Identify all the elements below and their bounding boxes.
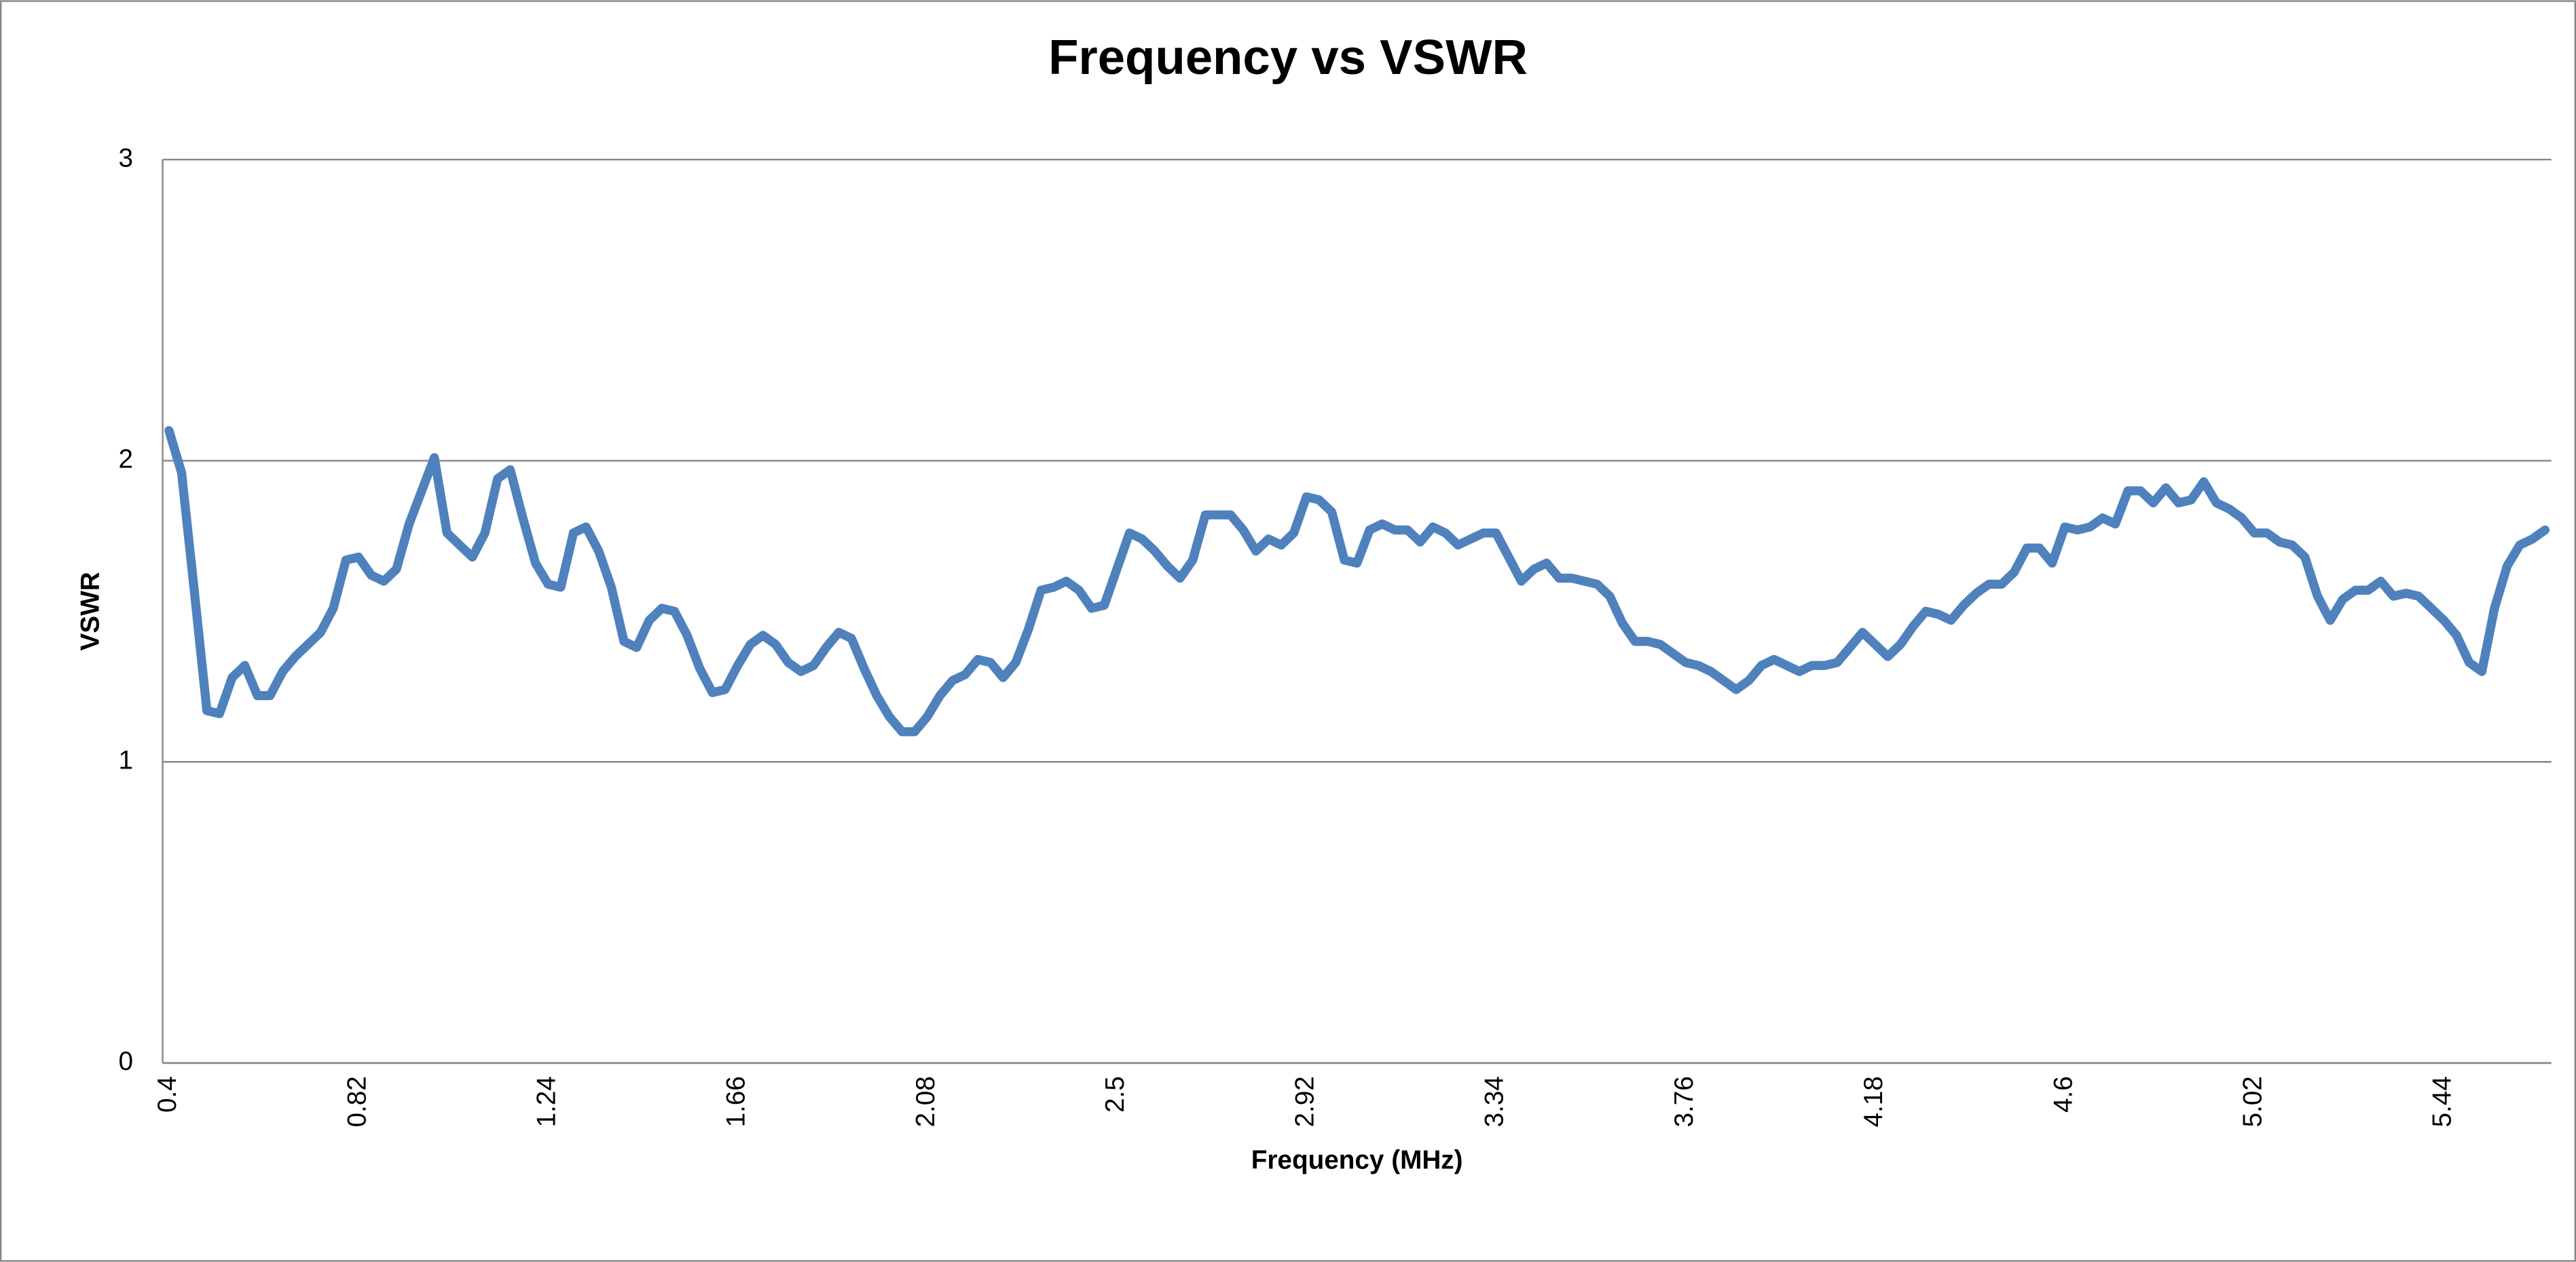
y-tick-label: 2 [118, 445, 133, 474]
x-tick-label: 1.24 [532, 1076, 562, 1127]
x-tick-label: 5.44 [2428, 1076, 2457, 1127]
x-axis-title: Frequency (MHz) [1251, 1145, 1463, 1174]
data-line [164, 426, 2550, 737]
x-tick-label: 2.92 [1290, 1076, 1319, 1127]
x-tick-label: 0.82 [342, 1076, 371, 1127]
y-tick-label: 3 [118, 143, 133, 172]
x-tick-label: 3.76 [1670, 1076, 1699, 1127]
x-tick-label: 3.34 [1480, 1076, 1509, 1127]
y-tick-label: 0 [118, 1047, 133, 1076]
x-tick-label: 1.66 [722, 1076, 751, 1127]
y-tick-label: 1 [118, 745, 133, 775]
x-tick-label: 5.02 [2238, 1076, 2267, 1127]
x-tick-label: 0.4 [153, 1076, 182, 1113]
chart-title: Frequency vs VSWR [1048, 30, 1528, 85]
y-axis-title: VSWR [76, 572, 105, 650]
x-tick-label: 4.18 [1859, 1076, 1888, 1127]
x-tick-label: 2.08 [911, 1076, 940, 1127]
x-tick-label: 2.5 [1101, 1076, 1130, 1113]
x-tick-label: 4.6 [2048, 1076, 2078, 1113]
